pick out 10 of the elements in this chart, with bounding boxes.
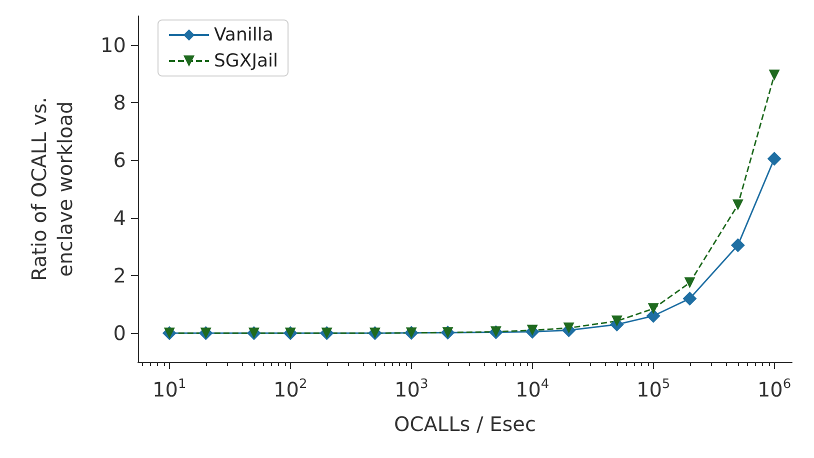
y-tick-label: 0 — [113, 321, 126, 346]
y-tick-label: 10 — [100, 32, 126, 57]
x-axis-title: OCALLs / Esec — [394, 412, 536, 436]
y-tick-label: 2 — [113, 264, 126, 288]
legend-label: SGXJail — [214, 50, 278, 72]
y-tick-label: 8 — [113, 90, 126, 114]
y-tick-label: 6 — [113, 148, 126, 172]
y-axis-title: Ratio of OCALL vs. enclave workload — [27, 97, 77, 281]
legend-label: Vanilla — [214, 24, 274, 46]
y-tick-label: 4 — [113, 206, 126, 230]
